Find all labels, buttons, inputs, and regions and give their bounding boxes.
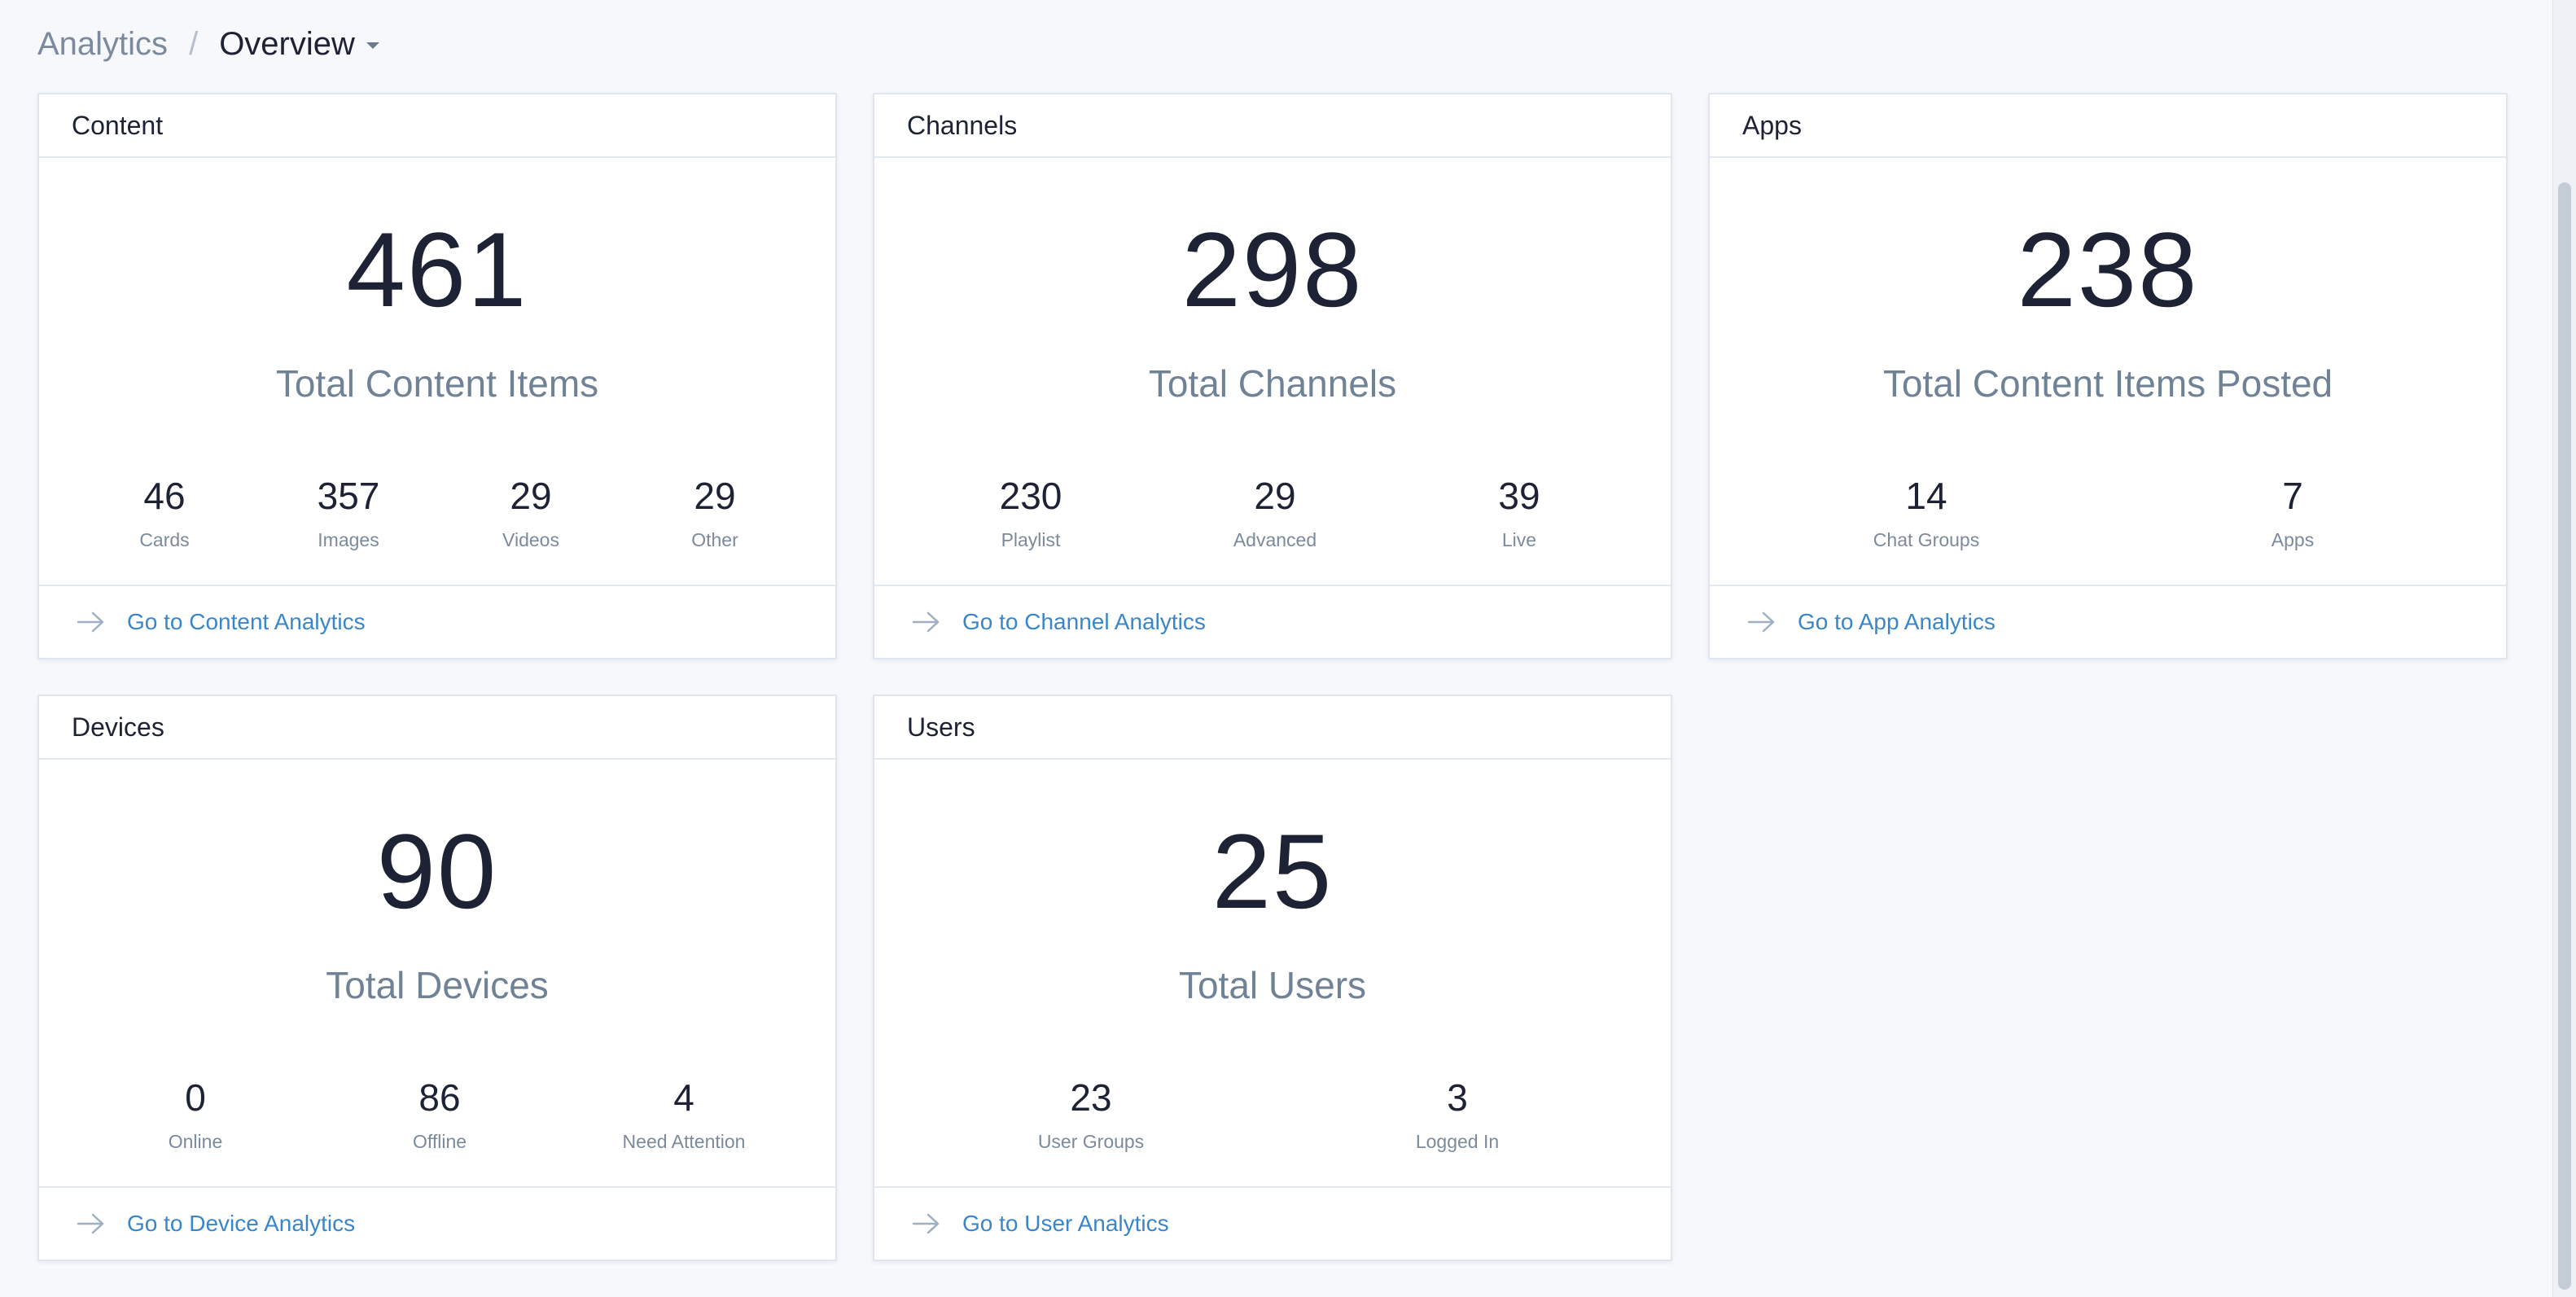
users-card: Users 25 Total Users 23 User Groups 3 Lo… [873,695,1672,1261]
stats-row: 46 Cards 357 Images 29 Videos 29 Other [39,471,835,560]
go-to-user-analytics-link[interactable]: Go to User Analytics [874,1186,1671,1260]
stat-images: 357 Images [243,471,454,551]
total-number: 461 [346,210,528,329]
total-number: 90 [376,812,498,931]
stat-value: 46 [143,475,186,517]
stat-label: Offline [412,1131,467,1152]
overview-dropdown[interactable]: Overview [219,26,381,63]
stat-online: 0 Online [90,1072,301,1153]
stat-value: 0 [185,1076,206,1119]
footer-link-label: Go to Content Analytics [127,609,366,634]
stats-row: 23 User Groups 3 Logged In [874,1072,1671,1162]
go-to-device-analytics-link[interactable]: Go to Device Analytics [39,1186,835,1260]
card-title: Users [874,696,1671,760]
total-label: Total Content Items [275,362,599,405]
stat-label: Logged In [1415,1131,1500,1152]
stat-need-attention: 4 Need Attention [578,1072,790,1153]
arrow-right-icon [77,1213,104,1234]
total-label: Total Content Items Posted [1882,362,2333,405]
footer-link-label: Go to User Analytics [962,1211,1169,1236]
stat-label: Cards [139,529,190,550]
stat-label: User Groups [1037,1131,1145,1152]
stat-label: Live [1501,529,1537,550]
stats-row: 230 Playlist 29 Advanced 39 Live [874,471,1671,560]
stat-label: Advanced [1233,529,1317,550]
arrow-right-icon [912,1213,940,1234]
stat-value: 7 [2282,475,2303,517]
card-title: Devices [39,696,835,760]
stat-playlist: 230 Playlist [925,471,1137,551]
channels-card: Channels 298 Total Channels 230 Playlist… [873,93,1672,659]
stat-value: 86 [418,1076,461,1119]
breadcrumb-separator: / [189,25,199,62]
stat-value: 230 [999,475,1062,517]
footer-link-label: Go to App Analytics [1798,609,1996,634]
stat-label: Need Attention [622,1131,746,1152]
arrow-right-icon [1747,611,1775,633]
stat-label: Apps [2271,529,2315,550]
stat-offline: 86 Offline [334,1072,545,1153]
total-label: Total Users [1178,964,1367,1006]
scrollbar-thumb[interactable] [2558,182,2571,1290]
apps-card: Apps 238 Total Content Items Posted 14 C… [1708,93,2508,659]
stats-row: 14 Chat Groups 7 Apps [1710,471,2506,560]
card-title: Channels [874,94,1671,158]
stat-label: Other [691,529,738,550]
stat-value: 3 [1447,1076,1468,1119]
caret-down-icon [366,42,379,49]
total-label: Total Channels [1148,362,1397,405]
stat-logged-in: 3 Logged In [1352,1072,1563,1153]
stat-value: 4 [673,1076,694,1119]
content-card: Content 461 Total Content Items 46 Cards… [37,93,837,659]
total-number: 25 [1211,812,1334,931]
stat-value: 29 [694,475,736,517]
stat-other: 29 Other [609,471,821,551]
stat-videos: 29 Videos [425,471,637,551]
stats-row: 0 Online 86 Offline 4 Need Attention [39,1072,835,1162]
go-to-app-analytics-link[interactable]: Go to App Analytics [1710,585,2506,658]
stat-apps: 7 Apps [2187,471,2399,551]
total-number: 238 [2017,210,2199,329]
stat-live: 39 Live [1413,471,1625,551]
card-title: Content [39,94,835,158]
footer-link-label: Go to Device Analytics [127,1211,356,1236]
stat-label: Images [318,529,379,550]
arrow-right-icon [77,611,104,633]
stat-value: 29 [1254,475,1296,517]
total-label: Total Devices [326,964,549,1006]
stat-label: Online [168,1131,223,1152]
footer-link-label: Go to Channel Analytics [962,609,1206,634]
devices-card: Devices 90 Total Devices 0 Online 86 Off… [37,695,837,1261]
stat-label: Chat Groups [1873,529,1980,550]
stat-advanced: 29 Advanced [1169,471,1381,551]
go-to-channel-analytics-link[interactable]: Go to Channel Analytics [874,585,1671,658]
stat-label: Playlist [1001,529,1061,550]
stat-value: 14 [1905,475,1947,517]
go-to-content-analytics-link[interactable]: Go to Content Analytics [39,585,835,658]
stat-chat-groups: 14 Chat Groups [1820,471,2032,551]
vertical-scrollbar[interactable] [2552,0,2576,1297]
card-title: Apps [1710,94,2506,158]
stat-cards: 46 Cards [59,471,270,551]
breadcrumb-analytics-link[interactable]: Analytics [37,25,169,62]
stat-value: 39 [1498,475,1540,517]
stat-value: 357 [317,475,380,517]
stat-label: Videos [502,529,559,550]
stat-value: 23 [1070,1076,1112,1119]
stat-value: 29 [510,475,552,517]
total-number: 298 [1181,210,1364,329]
breadcrumb-current-label: Overview [219,25,355,62]
breadcrumb: Analytics / Overview [37,20,381,68]
stat-user-groups: 23 User Groups [985,1072,1197,1153]
arrow-right-icon [912,611,940,633]
